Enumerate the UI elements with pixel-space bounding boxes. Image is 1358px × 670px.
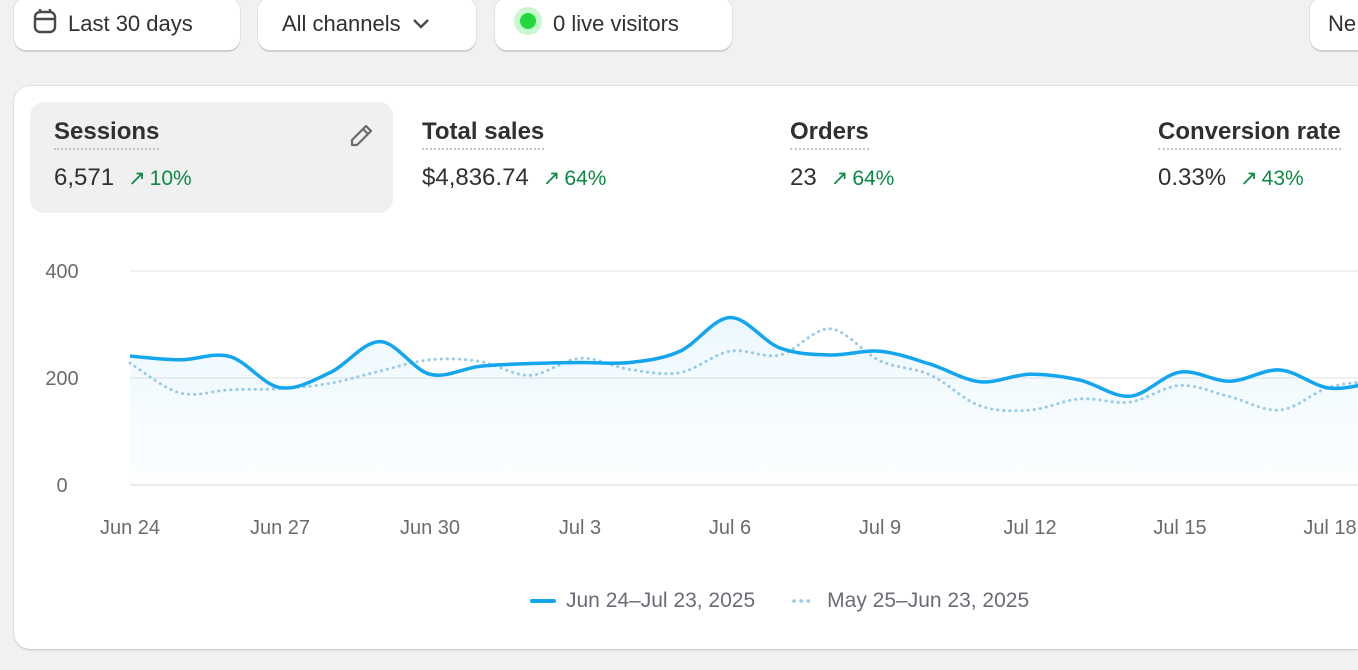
arrow-up-right-icon: ↗ <box>128 167 146 190</box>
metric-tile-sessions[interactable]: Sessions 6,571 ↗ 10% <box>30 102 393 213</box>
metric-change: 64% <box>564 166 607 190</box>
metric-title: Total sales <box>422 118 545 150</box>
arrow-up-right-icon: ↗ <box>1240 167 1258 190</box>
x-tick-label: Jun 27 <box>250 517 310 539</box>
y-tick-label: 400 <box>45 261 78 283</box>
metric-tile-conversion-rate[interactable]: Conversion rate 0.33% ↗ 43% <box>1134 102 1358 213</box>
live-visitors-label: 0 live visitors <box>553 11 679 36</box>
legend-label: Jun 24–Jul 23, 2025 <box>566 589 756 612</box>
right-toolbar-button[interactable]: Ne <box>1310 0 1358 50</box>
live-visitors-button[interactable]: 0 live visitors <box>495 0 732 50</box>
calendar-icon <box>32 7 58 41</box>
legend-item-current[interactable]: Jun 24–Jul 23, 2025 <box>530 589 755 613</box>
previous-series-line <box>128 327 1358 413</box>
arrow-up-right-icon: ↗ <box>542 167 561 190</box>
date-range-button[interactable]: Last 30 days <box>14 0 240 50</box>
metric-change: 43% <box>1261 166 1304 190</box>
current-series-area <box>130 317 1358 485</box>
solid-line-swatch-icon <box>530 599 556 603</box>
y-tick-label: 0 <box>56 475 67 497</box>
y-tick-label: 200 <box>45 368 78 390</box>
metric-tile-total-sales[interactable]: Total sales $4,836.74 ↗ 64% <box>398 102 761 213</box>
x-tick-label: Jul 3 <box>559 517 601 539</box>
x-tick-label: Jun 24 <box>100 517 160 539</box>
chevron-down-icon <box>411 11 431 37</box>
live-status-dot-icon <box>513 6 543 42</box>
arrow-up-right-icon: ↗ <box>830 167 849 190</box>
channels-label: All channels <box>282 11 401 36</box>
pencil-icon[interactable] <box>347 122 375 155</box>
metric-value: 0.33% <box>1158 164 1227 191</box>
metric-tile-orders[interactable]: Orders 23 ↗ 64% <box>766 102 1129 213</box>
metric-value: 6,571 <box>54 164 115 191</box>
chart-legend: Jun 24–Jul 23, 2025 May 25–Jun 23, 2025 <box>530 589 1029 613</box>
date-range-label: Last 30 days <box>68 11 193 36</box>
legend-item-previous[interactable]: May 25–Jun 23, 2025 <box>791 589 1029 613</box>
channels-dropdown[interactable]: All channels <box>258 0 476 50</box>
metric-title: Orders <box>790 118 869 150</box>
right-button-label: Ne <box>1328 11 1357 36</box>
metric-title: Conversion rate <box>1158 118 1341 150</box>
dotted-line-swatch-icon <box>792 599 817 603</box>
metric-change: 64% <box>852 166 895 190</box>
metric-title: Sessions <box>54 118 160 150</box>
x-tick-label: Jul 6 <box>709 517 751 539</box>
x-tick-label: Jul 9 <box>859 517 901 539</box>
x-tick-label: Jun 30 <box>400 517 460 539</box>
x-tick-label: Jul 15 <box>1153 517 1206 539</box>
current-series-line <box>129 315 1358 398</box>
metric-change: 10% <box>149 166 192 190</box>
legend-label: May 25–Jun 23, 2025 <box>827 589 1030 612</box>
x-tick-label: Jul 12 <box>1003 517 1056 539</box>
metric-value: $4,836.74 <box>422 164 529 191</box>
metric-value: 23 <box>790 164 817 191</box>
x-tick-label: Jul 18 <box>1303 517 1356 539</box>
